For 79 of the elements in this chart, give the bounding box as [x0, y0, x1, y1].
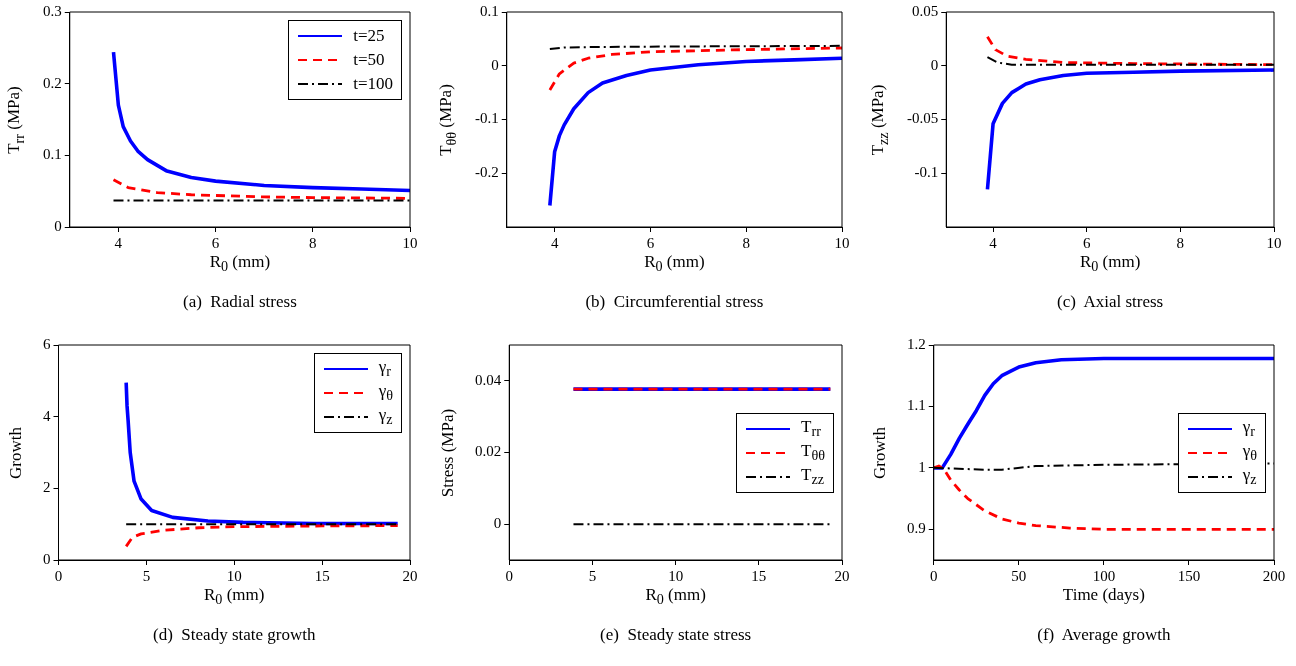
y-tick-label: -0.2	[475, 164, 499, 181]
y-tick-label: 0.1	[43, 146, 62, 163]
x-tick-label: 20	[834, 567, 850, 584]
line-series	[548, 46, 842, 92]
x-tick-label: 10	[668, 567, 684, 584]
y-tick-label: 0.2	[43, 74, 62, 91]
legend-label: T$_{θθ}$	[801, 440, 825, 465]
x-tick-label: 15	[751, 567, 767, 584]
legend-label: T$_{zz}$	[801, 464, 825, 489]
y-axis-title: Growth	[870, 426, 890, 479]
x-tick-label: 50	[1011, 567, 1027, 584]
legend-label: T$_{rr}$	[801, 416, 821, 441]
legend-label: γ$_{z}$	[378, 405, 393, 429]
x-tick-label: 6	[1082, 234, 1091, 251]
legend-label: γ$_{r}$	[378, 357, 391, 381]
x-axis-title: R$_{0}$ (mm)	[1079, 252, 1141, 276]
x-tick-label: 20	[402, 567, 418, 584]
x-axis-title: R$_{0}$ (mm)	[209, 252, 271, 276]
x-axis-title: R$_{0}$ (mm)	[644, 252, 705, 276]
y-tick-label: 0.02	[475, 443, 502, 460]
y-tick-label: 0.9	[907, 520, 926, 537]
x-tick-label: 6	[646, 234, 655, 251]
legend-label: t=50	[353, 50, 385, 70]
x-tick-label: 0	[505, 567, 513, 584]
y-tick-label: -0.1	[914, 164, 939, 181]
x-axis-title: Time (days)	[1062, 585, 1145, 605]
x-tick-label: 15	[314, 567, 330, 584]
legend-label: γ$_{z}$	[1242, 464, 1257, 489]
y-tick-label: 0.05	[912, 2, 939, 19]
line-series	[933, 464, 1274, 531]
x-axis-title: R$_{0}$ (mm)	[204, 585, 265, 609]
legend-label: t=25	[353, 26, 385, 46]
y-tick-label: 0	[43, 550, 51, 567]
y-tick-label: 0.04	[475, 371, 502, 388]
y-tick-label: 4	[43, 407, 51, 424]
legend-label: γ$_{θ}$	[378, 381, 393, 405]
x-tick-label: 5	[588, 567, 597, 584]
x-tick-label: 4	[989, 234, 998, 251]
y-tick-label: -0.05	[907, 110, 939, 127]
legend-label: t=100	[353, 74, 393, 94]
x-tick-label: 10	[226, 567, 242, 584]
x-tick-label: 8	[309, 234, 317, 251]
x-tick-label: 4	[550, 234, 559, 251]
y-tick-label: 6	[43, 335, 51, 352]
text: (b) Circumferential stress	[585, 292, 764, 312]
legend-label: γ$_{θ}$	[1242, 440, 1257, 465]
y-tick-label: 2	[43, 479, 51, 496]
line-series	[986, 35, 1274, 67]
y-axis-title: Growth	[6, 426, 26, 479]
y-axis-title: Stress (MPa)	[438, 408, 458, 497]
x-tick-label: 100	[1092, 567, 1116, 584]
x-tick-label: 8	[742, 234, 750, 251]
text: (c) Axial stress	[1056, 292, 1164, 312]
x-tick-label: 8	[1176, 234, 1185, 251]
y-tick-label: 0.1	[480, 2, 499, 19]
x-tick-label: 10	[402, 234, 418, 251]
text: (a) Radial stress	[182, 292, 297, 312]
x-axis-title: R$_{0}$ (mm)	[645, 585, 706, 609]
legend-label: γ$_{r}$	[1242, 416, 1255, 441]
y-tick-label: -0.1	[475, 110, 499, 127]
y-tick-label: 0	[493, 515, 502, 532]
x-tick-label: 10	[1266, 234, 1282, 251]
x-tick-label: 10	[834, 234, 850, 251]
x-tick-label: 5	[142, 567, 151, 584]
text: (f) Average growth	[1037, 625, 1171, 645]
y-tick-label: 1.1	[907, 397, 926, 414]
x-tick-label: 6	[211, 234, 220, 251]
y-tick-label: 0	[54, 217, 62, 234]
line-series	[124, 524, 400, 548]
x-tick-label: 200	[1262, 567, 1286, 584]
x-tick-label: 150	[1177, 567, 1201, 584]
y-tick-label: 0	[930, 56, 939, 73]
y-tick-label: 1.2	[907, 335, 926, 352]
y-tick-label: 0.3	[43, 2, 62, 19]
x-tick-label: 4	[114, 234, 123, 251]
y-tick-label: 0	[491, 56, 499, 73]
text: (d) Steady state growth	[153, 625, 316, 645]
text: (e) Steady state stress	[600, 625, 752, 645]
y-tick-label: 1	[918, 458, 926, 475]
